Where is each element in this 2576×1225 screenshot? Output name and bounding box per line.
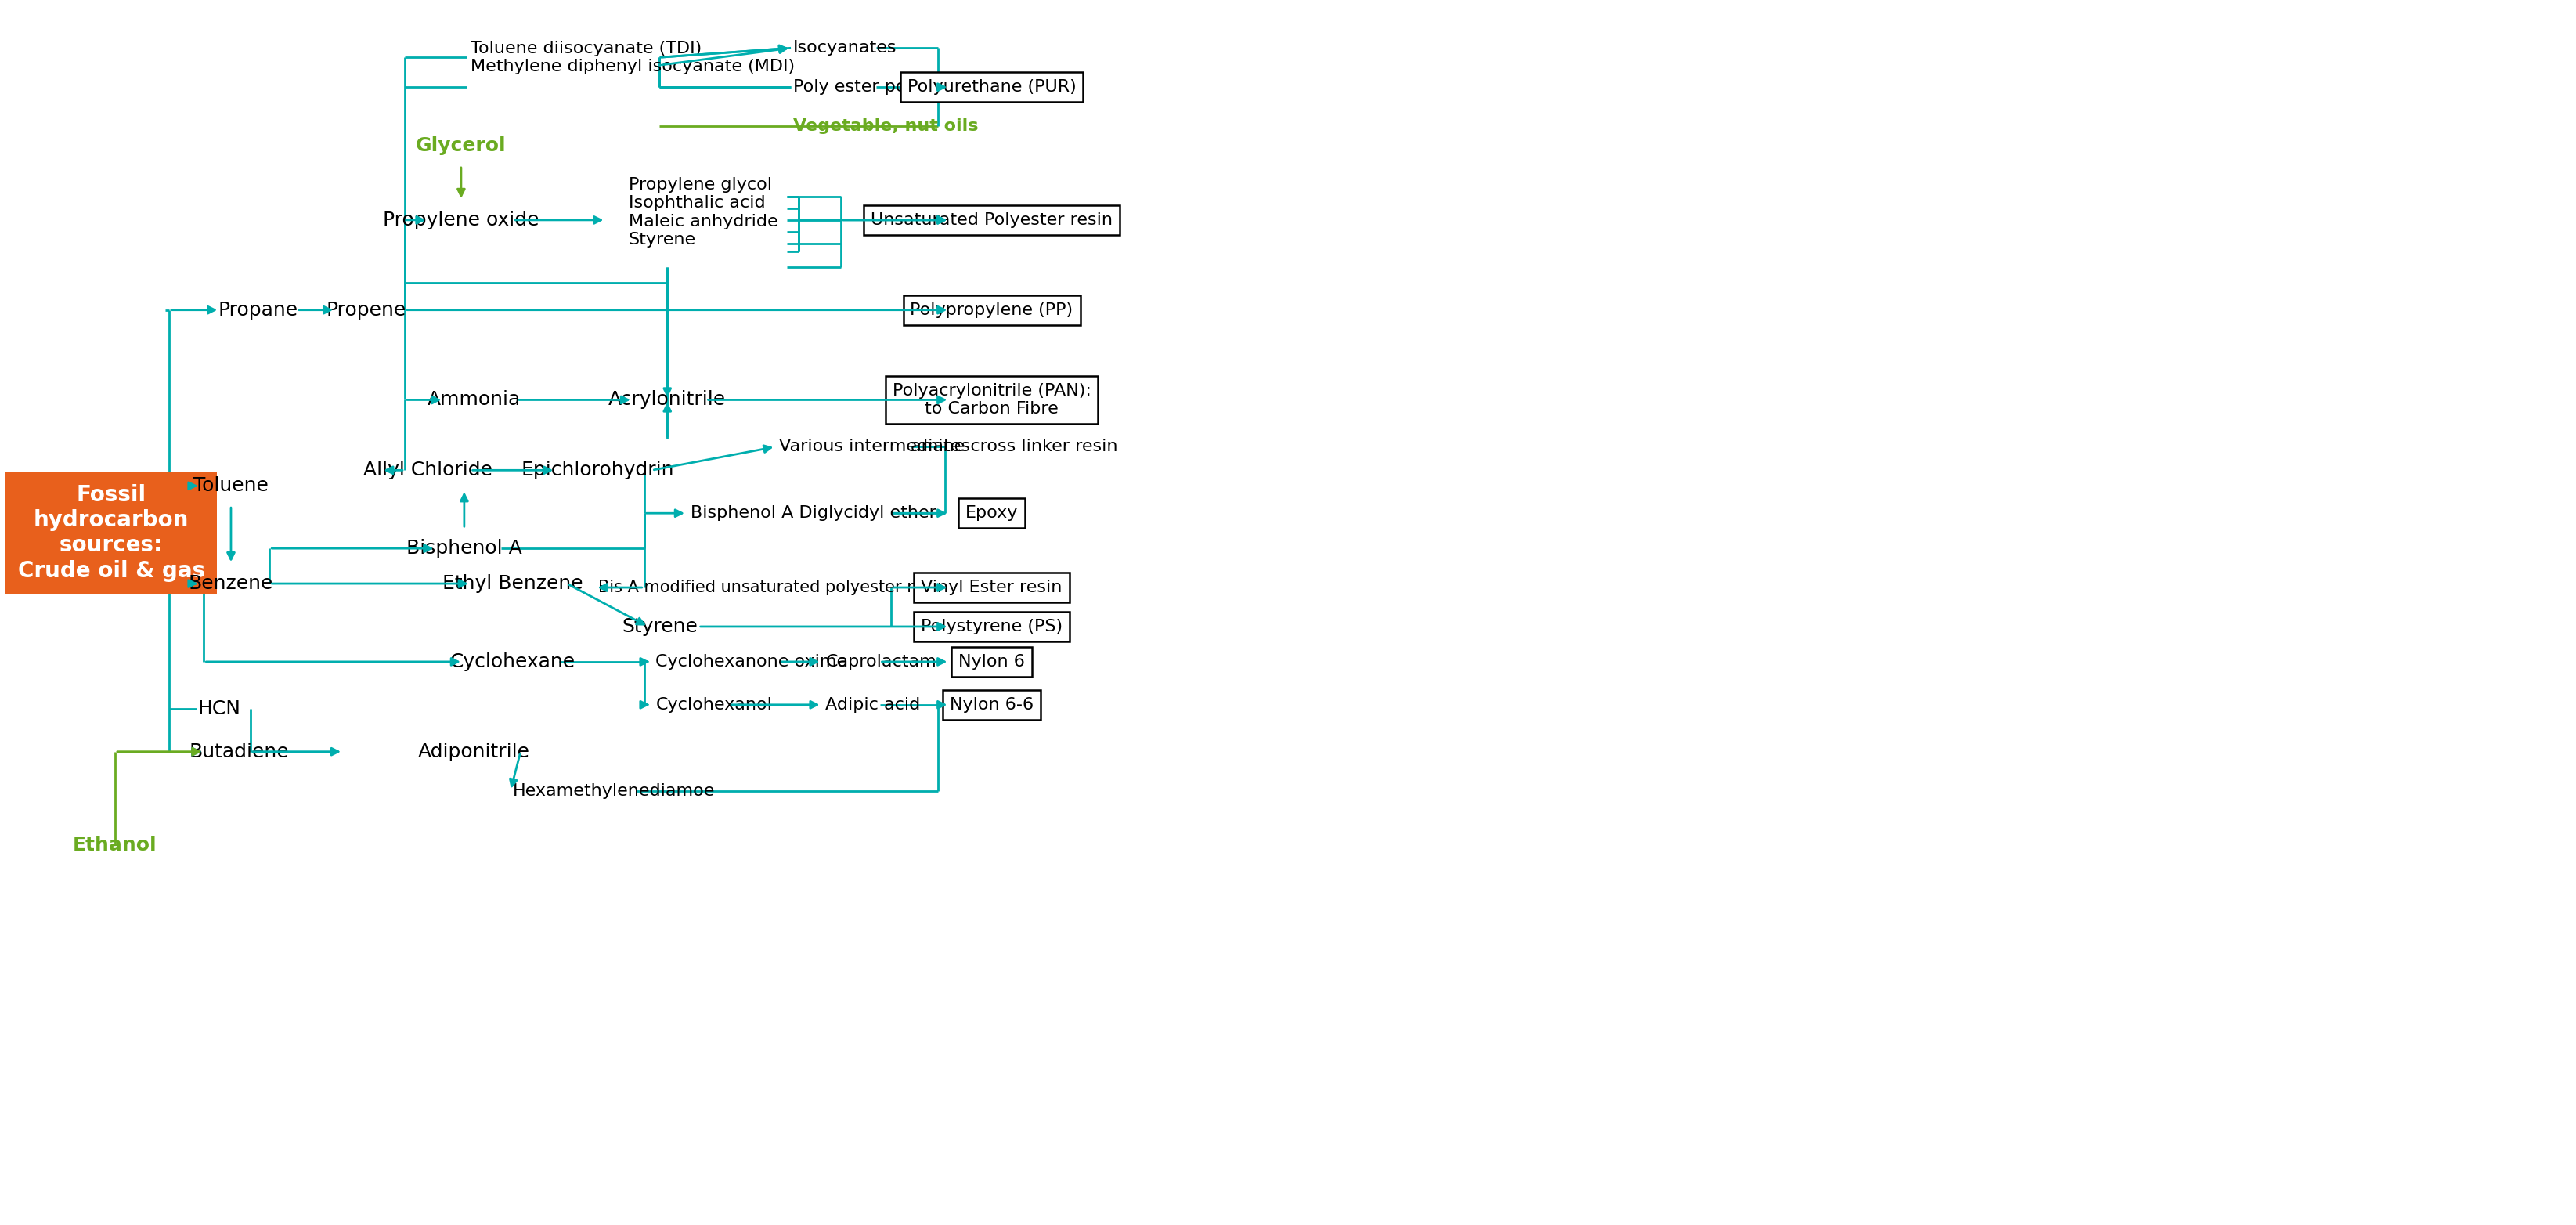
Text: Vinyl Ester resin: Vinyl Ester resin [922,579,1061,595]
Text: Benzene: Benzene [188,575,273,593]
Text: Polyacrylonitrile (PAN):
to Carbon Fibre: Polyacrylonitrile (PAN): to Carbon Fibre [891,383,1092,416]
Text: Toluene diisocyanate (TDI)
Methylene diphenyl isocyanate (MDI): Toluene diisocyanate (TDI) Methylene dip… [471,40,793,75]
Text: Styrene: Styrene [621,617,698,636]
Text: Polystyrene (PS): Polystyrene (PS) [920,619,1061,635]
Text: Allyl Chloride: Allyl Chloride [363,461,492,480]
Text: Various intermediates: Various intermediates [781,439,971,454]
Text: Cyclohexane: Cyclohexane [451,653,574,671]
Text: Acrylonitrile: Acrylonitrile [608,391,726,409]
Text: Bis A modified unsaturated polyester resin: Bis A modified unsaturated polyester res… [598,579,945,595]
Text: Polypropylene (PP): Polypropylene (PP) [909,303,1074,317]
Text: Bisphenol A: Bisphenol A [407,539,523,557]
Text: Ethyl Benzene: Ethyl Benzene [443,575,582,593]
Text: Caprolactam: Caprolactam [827,654,938,670]
Text: Propane: Propane [219,300,299,320]
Text: HCN: HCN [198,699,242,718]
Text: Ammonia: Ammonia [428,391,520,409]
Text: Epoxy: Epoxy [966,506,1018,521]
Text: Propylene oxide: Propylene oxide [384,211,538,229]
Text: Vegetable, nut oils: Vegetable, nut oils [793,119,979,134]
Text: Nylon 6: Nylon 6 [958,654,1025,670]
Text: Fossil
hydrocarbon
sources:
Crude oil & gas: Fossil hydrocarbon sources: Crude oil & … [18,484,206,582]
Text: Toluene: Toluene [193,477,268,495]
Text: Isocyanates: Isocyanates [793,40,896,56]
Text: Glycerol: Glycerol [415,136,507,156]
Text: Hexamethylenediamoe: Hexamethylenediamoe [513,783,716,799]
Text: Propene: Propene [327,300,407,320]
Text: Poly ester polynol: Poly ester polynol [793,80,948,94]
Text: Ethanol: Ethanol [72,837,157,855]
Text: amine cross linker resin: amine cross linker resin [909,439,1118,454]
Text: Polyurethane (PUR): Polyurethane (PUR) [907,80,1077,94]
Text: Butadiene: Butadiene [188,742,289,761]
Text: Nylon 6-6: Nylon 6-6 [951,697,1033,713]
Text: Bisphenol A Diglycidyl ether: Bisphenol A Diglycidyl ether [690,506,935,521]
Text: Cyclohexanone oxime: Cyclohexanone oxime [657,654,848,670]
Text: Propylene glycol
Isophthalic acid
Maleic anhydride
Styrene: Propylene glycol Isophthalic acid Maleic… [629,178,778,247]
Text: Adipic acid: Adipic acid [827,697,920,713]
Text: Cyclohexanol: Cyclohexanol [657,697,773,713]
Text: Adiponitrile: Adiponitrile [417,742,531,761]
Text: Epichlorohydrin: Epichlorohydrin [520,461,675,480]
Text: Unsaturated Polyester resin: Unsaturated Polyester resin [871,212,1113,228]
